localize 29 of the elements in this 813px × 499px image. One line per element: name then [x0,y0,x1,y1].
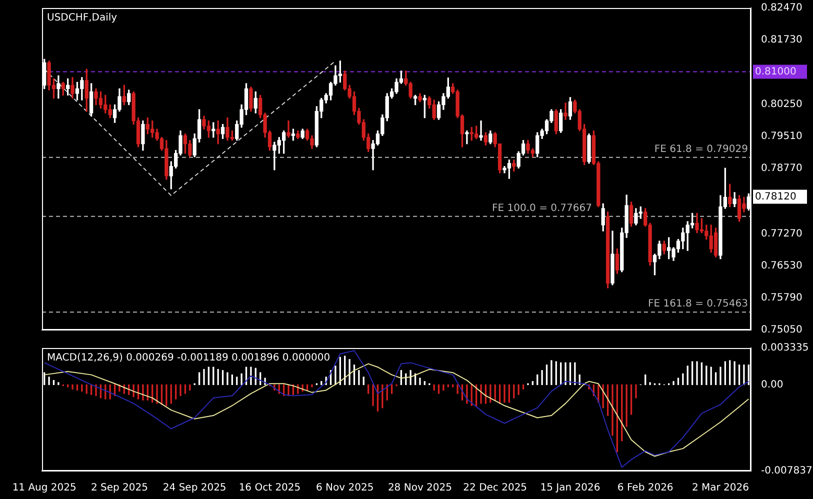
y-tick-label: 0.76530 [761,260,802,272]
y-tick-label: 0.77270 [761,228,802,240]
ref-line-label: FE 161.8 = 0.75463 [648,298,748,310]
y-tick-label: 0.00 [761,379,784,390]
ref-line-label: FE 61.8 = 0.79029 [654,144,748,155]
text: MACD(12,26,9) 0.000269 -0.001189 0.001896 0.000000 [47,352,330,364]
x-tick-label: 2 Sep 2025 [90,482,148,494]
text: 0.78120 [755,191,796,202]
x-tick-label: 6 Feb 2026 [617,482,674,494]
x-tick-label: 24 Sep 2025 [162,482,226,494]
y-tick-label: 0.75050 [761,324,802,336]
y-tick-label: 0.003335 [761,342,809,354]
y-tick-label: 0.79510 [761,131,802,142]
y-tick-label: 0.78770 [761,163,802,174]
x-tick-label: 28 Nov 2025 [388,482,452,494]
text: USDCHF,Daily [47,12,118,24]
x-tick-label: 22 Dec 2025 [463,482,528,494]
x-tick-label: 6 Nov 2025 [316,482,374,494]
ref-line-label: FE 100.0 = 0.77667 [492,203,592,214]
y-tick-label: 0.75790 [761,292,802,304]
y-tick-label: 0.81730 [761,34,802,46]
x-tick-label: 15 Jan 2026 [540,482,600,494]
x-tick-label: 2 Mar 2026 [692,482,750,494]
x-tick-label: 11 Aug 2025 [12,482,76,494]
y-tick-label: 0.80250 [761,98,802,110]
x-tick-label: 16 Oct 2025 [238,482,301,494]
ref-line-label: 0.81000 [755,66,796,78]
y-tick-label: 0.82470 [761,2,802,14]
y-tick-label: -0.007837 [761,466,812,477]
